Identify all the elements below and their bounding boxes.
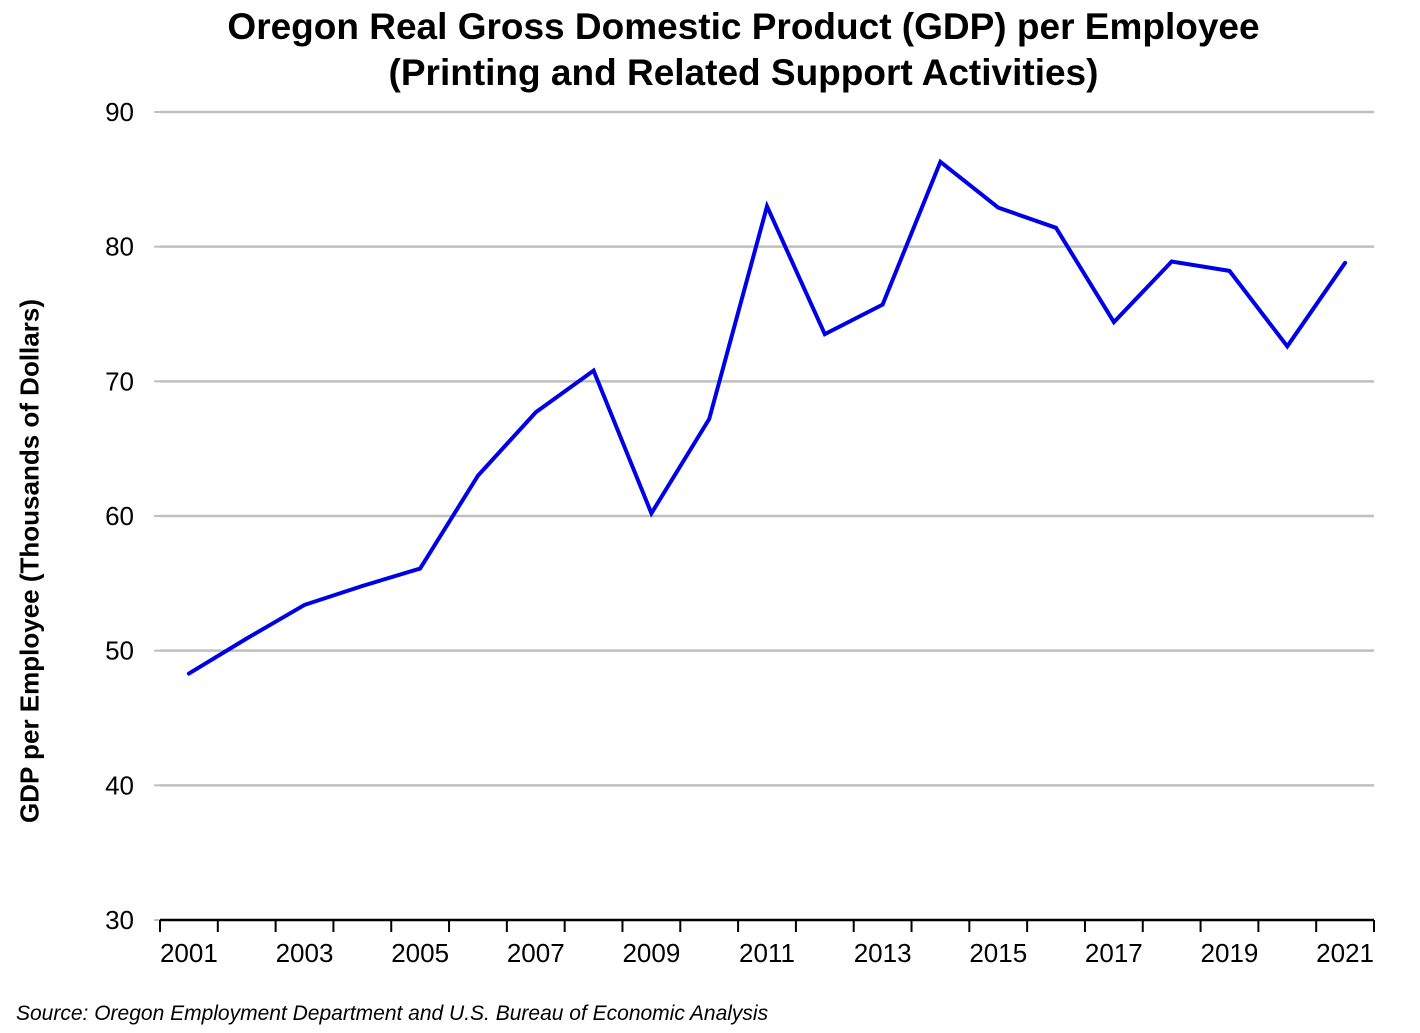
y-tick-label: 40: [105, 770, 134, 800]
x-tick-label: 2001: [160, 938, 218, 968]
x-tick-label: 2003: [276, 938, 334, 968]
y-tick-label: 70: [105, 366, 134, 396]
y-tick-label: 30: [105, 905, 134, 935]
x-tick-label: 2019: [1201, 938, 1259, 968]
chart-subtitle: (Printing and Related Support Activities…: [388, 52, 1099, 93]
series-line: [186, 158, 1348, 676]
x-tick-label: 2017: [1085, 938, 1143, 968]
x-tick-label: 2009: [622, 938, 680, 968]
chart-title: Oregon Real Gross Domestic Product (GDP)…: [227, 6, 1260, 47]
x-tick-label: 2007: [507, 938, 565, 968]
x-tick-label: 2011: [739, 938, 795, 968]
y-tick-label: 50: [105, 636, 134, 666]
x-tick-label: 2015: [969, 938, 1027, 968]
line-chart: 30 40 50 60 70 80 90 2001 2003 2005 2007 2009 2011 20…: [105, 97, 1375, 968]
y-tick-label: 80: [105, 232, 134, 262]
x-tick-label: 2013: [854, 938, 912, 968]
y-axis-label: GDP per Employee (Thousands of Dollars): [14, 299, 45, 823]
y-tick-label: 60: [105, 501, 134, 531]
y-tick-label: 90: [105, 97, 134, 127]
x-tick-label: 2005: [391, 938, 449, 968]
x-tick-label: 2021: [1316, 938, 1374, 968]
source-note: Source: Oregon Employment Department and…: [16, 1002, 769, 1025]
